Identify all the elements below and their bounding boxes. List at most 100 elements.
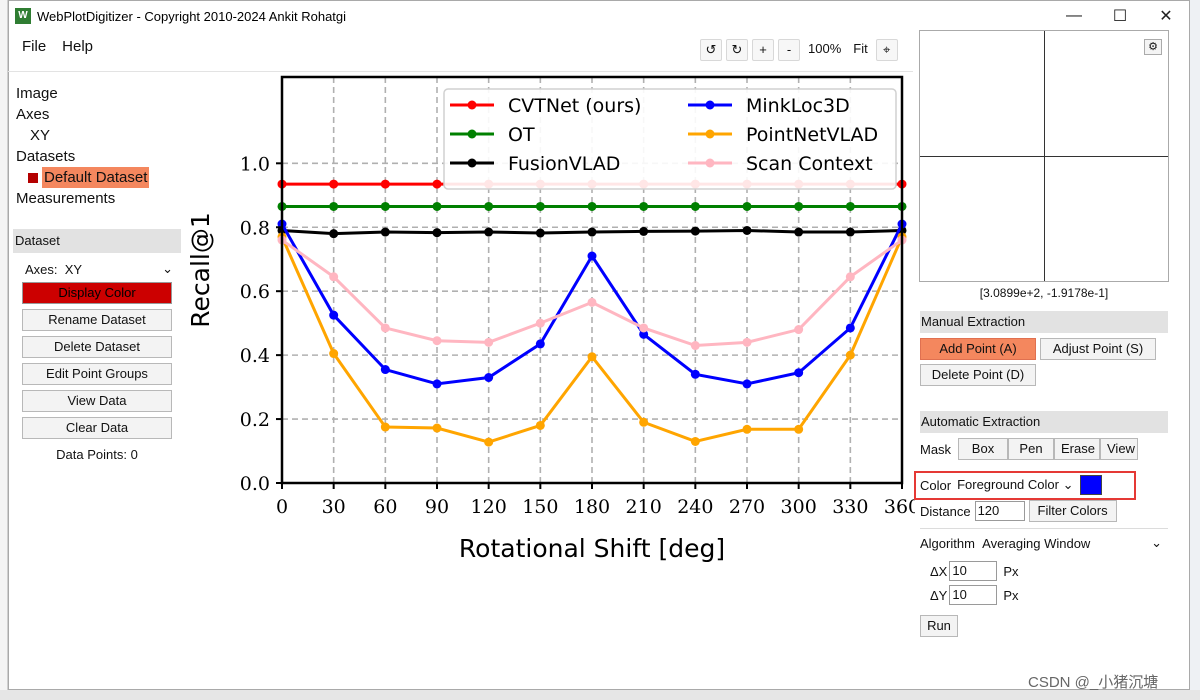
legend-marker [705, 100, 715, 110]
distance-label: Distance [920, 503, 971, 519]
data-point [742, 201, 752, 211]
color-mode-select[interactable]: Foreground Color ⌄ [957, 477, 1073, 493]
tree-item-image[interactable]: Image [16, 85, 58, 102]
y-tick-label: 0.2 [240, 409, 270, 431]
data-point [690, 436, 700, 446]
data-point [535, 201, 545, 211]
filter-colors-button[interactable]: Filter Colors [1028, 500, 1117, 522]
axes-select[interactable]: Axes: XY ⌄ [25, 261, 173, 277]
zoom-level[interactable]: 100% [808, 41, 842, 56]
title-bar: W WebPlotDigitizer - Copyright 2010-2024… [9, 1, 1189, 31]
dy-input[interactable]: 10 [949, 585, 998, 605]
data-point [432, 423, 442, 433]
minimize-button[interactable]: — [1066, 7, 1082, 24]
fit-button[interactable]: Fit [853, 41, 868, 56]
delete-dataset-button[interactable]: Delete Dataset [22, 336, 172, 358]
data-point [484, 337, 494, 347]
adjust-point-button[interactable]: Adjust Point (S) [1040, 338, 1156, 360]
manual-extraction-header: Manual Extraction [920, 311, 1168, 333]
menu-file[interactable]: File [22, 38, 47, 55]
data-point [794, 227, 804, 237]
data-point [690, 369, 700, 379]
tree-item-xy[interactable]: XY [30, 127, 51, 144]
display-color-button[interactable]: Display Color [22, 282, 172, 304]
data-point [690, 201, 700, 211]
data-point [329, 349, 339, 359]
algorithm-select[interactable]: Averaging Window [982, 535, 1091, 551]
data-point [380, 323, 390, 333]
delete-point-button[interactable]: Delete Point (D) [920, 364, 1036, 386]
legend-marker [467, 158, 477, 168]
distance-input[interactable]: 120 [974, 501, 1025, 521]
zoom-in-button[interactable]: + [752, 39, 774, 61]
algorithm-label: Algorithm [920, 535, 975, 551]
data-point [380, 201, 390, 211]
legend-label: PointNetVLAD [746, 124, 878, 146]
color-label: Color [920, 477, 952, 493]
dataset-panel: Dataset Axes: XY ⌄ Display Color Rename … [13, 229, 181, 462]
data-point [794, 368, 804, 378]
data-point [329, 201, 339, 211]
data-point [742, 225, 752, 235]
data-points-count: Data Points: 0 [56, 447, 138, 462]
tree-item-datasets[interactable]: Datasets [16, 148, 76, 165]
tree-item-default-dataset[interactable]: Default Dataset [16, 167, 150, 188]
edit-point-groups-button[interactable]: Edit Point Groups [22, 363, 172, 385]
data-point [484, 227, 494, 237]
clear-data-button[interactable]: Clear Data [22, 417, 172, 439]
window-title: WebPlotDigitizer - Copyright 2010-2024 A… [37, 8, 347, 24]
legend-box [443, 88, 897, 190]
tree-item-axes[interactable]: Axes [16, 106, 50, 123]
y-tick-label: 0.8 [240, 217, 270, 239]
color-swatch[interactable] [1079, 475, 1102, 495]
manual-extraction-section: Manual Extraction Add Point (A) Adjust P… [920, 311, 1168, 386]
data-point [742, 379, 752, 389]
x-tick-label: 240 [677, 496, 713, 518]
dx-input[interactable]: 10 [949, 561, 998, 581]
data-point [587, 227, 597, 237]
plot-image[interactable]: 0 30 60 90 120 150 180 210 240 270 300 330 360 0.0 0.2… [165, 72, 915, 572]
run-button[interactable]: Run [920, 615, 958, 637]
legend-marker [705, 129, 715, 139]
rotate-cw-icon[interactable]: ↻ [726, 39, 748, 61]
x-tick-label: 180 [574, 496, 610, 518]
data-point [845, 272, 855, 282]
tree-item-measurements[interactable]: Measurements [16, 190, 116, 207]
menu-help[interactable]: Help [62, 38, 94, 55]
data-point [484, 201, 494, 211]
data-point [794, 201, 804, 211]
x-tick-label: 360 [884, 496, 915, 518]
dataset-color-swatch [28, 172, 38, 183]
display-color-label: Display Color [58, 285, 136, 300]
mask-box-button[interactable]: Box [958, 438, 1008, 460]
zoom-out-button[interactable]: - [778, 39, 800, 61]
x-tick-label: 90 [425, 496, 449, 518]
mask-view-button[interactable]: View [1100, 438, 1138, 460]
sidebar-tree: Image Axes XY Datasets Default Dataset M… [16, 83, 150, 209]
x-tick-label: 0 [276, 496, 288, 518]
x-tick-label: 150 [522, 496, 558, 518]
chevron-down-icon: ⌄ [1151, 535, 1162, 550]
crosshair-icon[interactable]: ⌖ [875, 39, 898, 61]
data-point [535, 318, 545, 328]
data-point [794, 424, 804, 434]
data-point [432, 201, 442, 211]
dy-unit: Px [1003, 587, 1019, 603]
mask-pen-button[interactable]: Pen [1008, 438, 1054, 460]
close-button[interactable]: ✕ [1159, 8, 1173, 25]
gear-icon[interactable]: ⚙ [1144, 39, 1162, 55]
data-point [329, 272, 339, 282]
mask-erase-button[interactable]: Erase [1054, 438, 1100, 460]
watermark: CSDN @_小猪沉塘 [1028, 674, 1159, 691]
add-point-button[interactable]: Add Point (A) [920, 338, 1036, 360]
y-tick-label: 0.4 [240, 345, 270, 367]
data-point [535, 228, 545, 238]
color-highlight-box [914, 471, 1136, 500]
rotate-ccw-icon[interactable]: ↺ [700, 39, 722, 61]
rename-dataset-button[interactable]: Rename Dataset [22, 309, 172, 331]
dataset-panel-header: Dataset [13, 229, 181, 253]
x-tick-label: 210 [626, 496, 662, 518]
legend-label: Scan Context [746, 153, 873, 175]
view-data-button[interactable]: View Data [22, 390, 172, 412]
maximize-button[interactable]: ☐ [1112, 8, 1128, 25]
